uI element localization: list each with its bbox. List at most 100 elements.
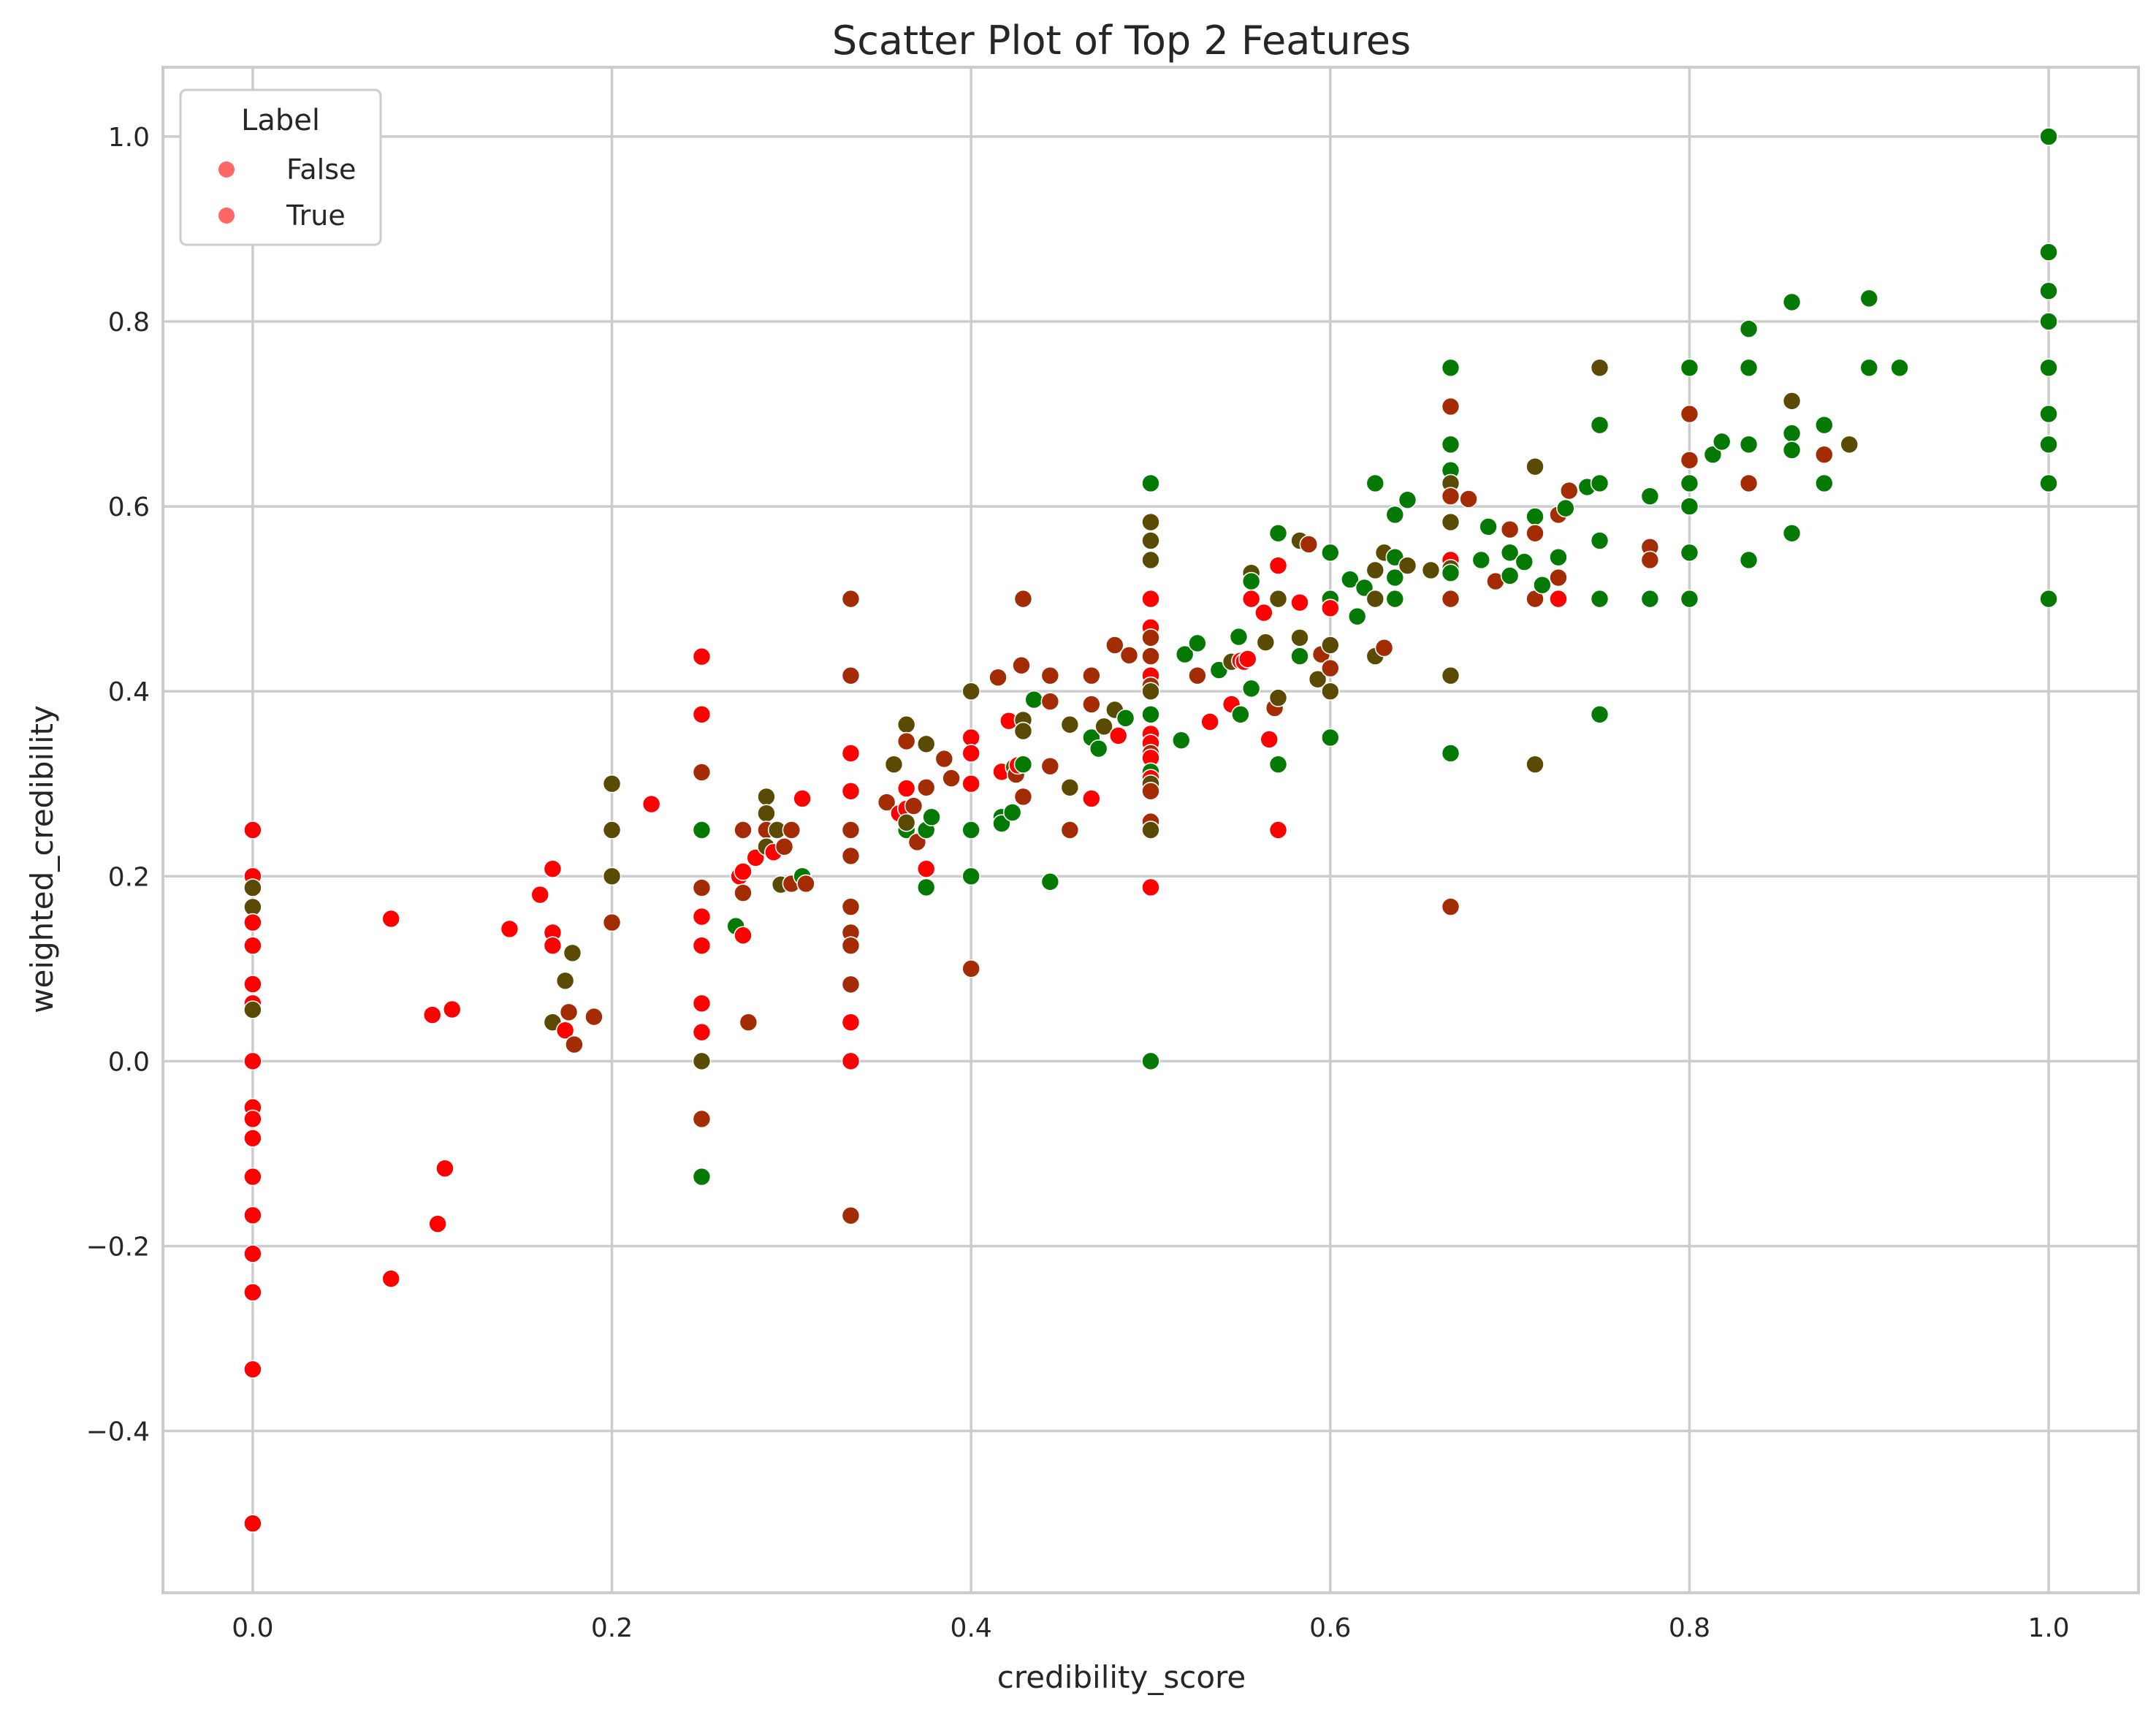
data-point bbox=[1254, 603, 1273, 623]
data-point bbox=[1082, 695, 1101, 714]
data-point bbox=[428, 1214, 447, 1233]
data-point bbox=[1559, 481, 1579, 500]
data-point bbox=[1500, 566, 1520, 585]
data-point bbox=[734, 862, 753, 881]
data-point bbox=[904, 796, 923, 815]
data-point bbox=[1040, 756, 1060, 776]
data-point bbox=[1108, 726, 1128, 745]
data-point bbox=[1002, 803, 1022, 822]
data-point bbox=[1525, 457, 1544, 476]
data-point bbox=[774, 837, 794, 856]
data-point bbox=[692, 994, 712, 1013]
data-point bbox=[916, 734, 936, 754]
data-point bbox=[1013, 589, 1033, 609]
data-point bbox=[1094, 717, 1113, 736]
data-point bbox=[841, 846, 861, 866]
x-tick-label: 0.8 bbox=[1669, 1613, 1710, 1643]
data-point bbox=[243, 1514, 262, 1533]
data-point bbox=[1782, 424, 1802, 443]
data-point bbox=[1256, 633, 1276, 652]
data-point bbox=[1141, 1051, 1160, 1071]
data-point bbox=[961, 728, 980, 747]
data-point bbox=[692, 647, 712, 666]
data-point bbox=[1082, 789, 1101, 808]
data-point bbox=[1840, 435, 1859, 454]
chart-title: Scatter Plot of Top 2 Features bbox=[832, 18, 1411, 64]
data-point bbox=[1680, 543, 1699, 563]
data-point bbox=[500, 919, 519, 939]
data-point bbox=[961, 682, 980, 701]
data-point bbox=[1421, 560, 1441, 580]
data-point bbox=[1782, 523, 1802, 543]
x-tick-label: 0.4 bbox=[951, 1613, 992, 1643]
data-point bbox=[1012, 655, 1031, 675]
data-point bbox=[841, 1013, 861, 1032]
data-point bbox=[543, 936, 563, 955]
data-point bbox=[2039, 281, 2058, 301]
data-point bbox=[1815, 415, 1834, 435]
data-point bbox=[961, 744, 980, 763]
data-point bbox=[692, 821, 712, 840]
data-point bbox=[734, 821, 753, 840]
data-point bbox=[2039, 312, 2058, 331]
data-point bbox=[896, 779, 916, 798]
data-point bbox=[961, 867, 980, 886]
data-point bbox=[1299, 535, 1319, 554]
data-point bbox=[1268, 589, 1288, 609]
data-point bbox=[1525, 523, 1544, 543]
data-point bbox=[602, 867, 622, 886]
data-point bbox=[1500, 519, 1520, 539]
data-point bbox=[841, 744, 861, 763]
data-point bbox=[1188, 666, 1207, 685]
data-point bbox=[381, 1269, 400, 1288]
legend-box bbox=[179, 88, 382, 246]
data-point bbox=[1549, 589, 1568, 609]
data-point bbox=[543, 859, 563, 878]
data-point bbox=[1441, 487, 1460, 506]
data-point bbox=[1441, 435, 1460, 454]
data-point bbox=[1441, 512, 1460, 532]
data-point bbox=[1441, 563, 1460, 583]
data-point bbox=[1241, 571, 1261, 591]
data-point bbox=[1089, 739, 1108, 758]
y-tick-label: 1.0 bbox=[108, 123, 150, 153]
data-point bbox=[1385, 589, 1405, 609]
data-points bbox=[243, 127, 2058, 1533]
data-point bbox=[1640, 487, 1660, 506]
data-point bbox=[1268, 755, 1288, 774]
data-point bbox=[1590, 589, 1610, 609]
data-point bbox=[841, 936, 861, 955]
data-point bbox=[884, 755, 904, 774]
y-axis-label: weighted_credibility bbox=[24, 705, 60, 1013]
data-point bbox=[243, 1109, 262, 1129]
data-point bbox=[692, 907, 712, 926]
data-point bbox=[1321, 682, 1340, 701]
legend-title: Label bbox=[241, 104, 320, 137]
data-point bbox=[782, 821, 801, 840]
y-tick-label: 0.2 bbox=[108, 862, 150, 892]
data-point bbox=[1321, 636, 1340, 655]
data-point bbox=[1441, 589, 1460, 609]
data-point bbox=[243, 975, 262, 994]
data-point bbox=[1859, 358, 1879, 378]
data-point bbox=[1712, 432, 1732, 452]
data-point bbox=[243, 913, 262, 932]
data-point bbox=[1231, 705, 1250, 724]
data-point bbox=[1200, 712, 1219, 731]
data-point bbox=[692, 1022, 712, 1042]
data-point bbox=[1321, 728, 1340, 747]
data-point bbox=[1590, 415, 1610, 435]
data-point bbox=[1268, 821, 1288, 840]
legend-label-true: True bbox=[286, 199, 346, 232]
data-point bbox=[1229, 627, 1249, 647]
data-point bbox=[1441, 744, 1460, 763]
data-point bbox=[961, 774, 980, 793]
data-point bbox=[841, 821, 861, 840]
y-tick-label: 0.8 bbox=[108, 308, 150, 338]
data-point bbox=[1024, 690, 1044, 709]
data-point bbox=[243, 1167, 262, 1187]
data-point bbox=[896, 813, 916, 832]
data-point bbox=[2039, 358, 2058, 378]
data-point bbox=[1060, 821, 1080, 840]
